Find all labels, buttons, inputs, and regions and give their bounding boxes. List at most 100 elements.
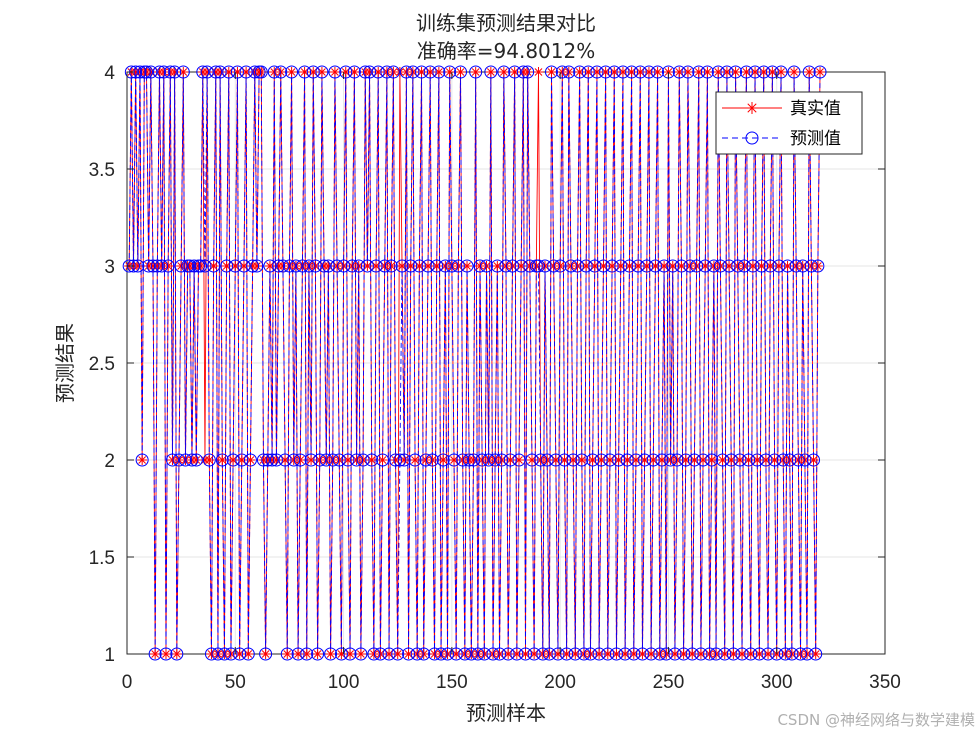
data-point-true [721,67,732,77]
data-point-true [230,261,241,271]
data-point-true [403,649,414,659]
data-point-true [687,649,698,659]
data-point-pred [564,259,578,273]
data-point-true [293,649,304,659]
data-point-true [600,67,611,77]
data-point-true [301,649,312,659]
watermark: CSDN @神经网络与数学建模 [777,711,975,729]
data-point-pred [555,65,569,79]
data-point-true [414,261,425,271]
data-point-pred [538,259,552,273]
data-point-pred [729,65,743,79]
data-point-pred [313,453,327,467]
data-point-pred [367,647,381,661]
data-point-pred [475,453,489,467]
data-point-true [485,67,496,77]
data-point-pred [705,453,719,467]
data-point-pred [341,453,355,467]
data-point-pred [291,647,305,661]
data-point-true [451,649,462,659]
data-point-pred [742,453,756,467]
data-point-pred [581,65,595,79]
data-point-true [397,261,408,271]
chart-subtitle: 准确率=94.8012% [417,39,595,63]
data-point-pred [304,453,318,467]
data-point-pred [443,65,457,79]
data-point-pred [794,647,808,661]
data-point-true [602,649,613,659]
data-point-pred [139,65,153,79]
data-point-pred [345,259,359,273]
data-point-true [745,649,756,659]
data-point-true [416,67,427,77]
data-point-pred [421,259,435,273]
data-point-pred [508,65,522,79]
data-point-pred [389,453,403,467]
data-point-true [559,455,570,465]
data-point-pred [813,65,827,79]
data-point-pred [265,453,279,467]
data-point-pred [161,259,175,273]
data-point-pred [646,453,660,467]
data-point-pred [497,65,511,79]
data-point-pred [787,65,801,79]
data-point-pred [802,65,816,79]
data-point-pred [748,65,762,79]
data-point-true [299,67,310,77]
legend-asterisk-mark [746,102,758,114]
data-point-true [643,67,654,77]
data-point-pred [716,453,730,467]
data-point-pred [419,453,433,467]
data-point-true [637,649,648,659]
y-tick-label: 4 [104,63,115,84]
data-point-pred [774,65,788,79]
data-point-true [728,649,739,659]
data-point-pred [616,65,630,79]
data-point-true [204,455,215,465]
data-point-true [724,261,735,271]
data-point-true [529,649,540,659]
data-point-pred [194,259,208,273]
data-point-pred [776,453,790,467]
data-point-pred [601,647,615,661]
data-point-pred [124,65,138,79]
data-point-pred [655,453,669,467]
data-point-pred [360,259,374,273]
data-point-true [628,649,639,659]
data-point-true [589,261,600,271]
data-point-pred [807,453,821,467]
data-point-pred [246,259,260,273]
data-point-pred [772,259,786,273]
data-point-true [737,649,748,659]
data-point-pred [432,65,446,79]
data-point-pred [709,647,723,661]
data-point-true [808,455,819,465]
data-point-pred [235,453,249,467]
data-point-pred [256,453,270,467]
data-point-pred [486,647,500,661]
data-point-true [342,455,353,465]
data-point-pred [722,259,736,273]
data-point-pred [183,259,197,273]
data-point-true [815,67,826,77]
data-point-pred [590,65,604,79]
data-point-pred [213,65,227,79]
data-point-pred [384,259,398,273]
data-point-true [730,67,741,77]
data-point-pred [380,65,394,79]
data-point-pred [454,65,468,79]
data-point-true [713,67,724,77]
data-point-pred [755,259,769,273]
data-point-true [702,67,713,77]
data-point-pred [406,65,420,79]
data-point-true [635,67,646,77]
data-point-pred [280,647,294,661]
data-point-pred [467,453,481,467]
x-tick-label: 150 [436,672,468,693]
data-point-true [316,67,327,77]
data-point-pred [531,259,545,273]
data-point-true [574,67,585,77]
data-point-true [561,649,572,659]
legend-circle-icon [745,131,759,145]
data-point-pred [469,65,483,79]
